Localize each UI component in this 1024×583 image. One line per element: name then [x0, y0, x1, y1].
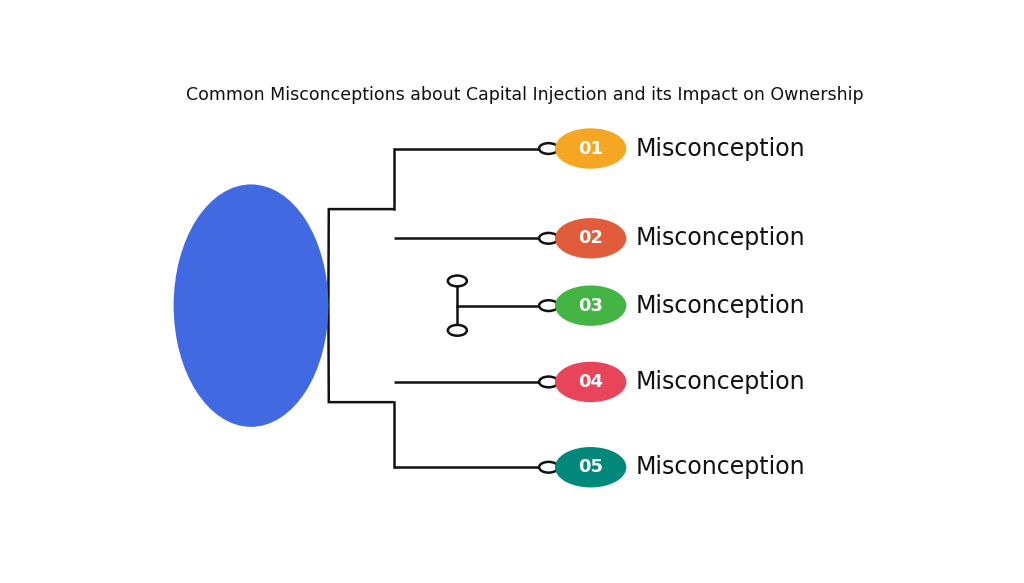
Text: Misconception: Misconception — [636, 226, 806, 250]
Circle shape — [555, 128, 627, 168]
Text: 05: 05 — [579, 458, 603, 476]
Circle shape — [555, 447, 627, 487]
Ellipse shape — [174, 184, 329, 427]
Circle shape — [447, 276, 467, 286]
Text: Common Misconceptions about Capital Injection and its Impact on Ownership: Common Misconceptions about Capital Inje… — [186, 86, 863, 104]
Text: 03: 03 — [579, 297, 603, 315]
Text: 01: 01 — [579, 139, 603, 157]
Circle shape — [447, 325, 467, 336]
Circle shape — [539, 143, 558, 154]
Text: Misconception: Misconception — [636, 370, 806, 394]
Circle shape — [555, 286, 627, 326]
Text: Misconception: Misconception — [636, 294, 806, 318]
Circle shape — [539, 233, 558, 244]
Text: 04: 04 — [579, 373, 603, 391]
Circle shape — [539, 300, 558, 311]
Circle shape — [555, 361, 627, 402]
Circle shape — [539, 377, 558, 387]
Text: Misconception: Misconception — [636, 136, 806, 160]
Text: 02: 02 — [579, 229, 603, 247]
Circle shape — [555, 218, 627, 258]
Circle shape — [539, 462, 558, 473]
Text: Misconception: Misconception — [636, 455, 806, 479]
